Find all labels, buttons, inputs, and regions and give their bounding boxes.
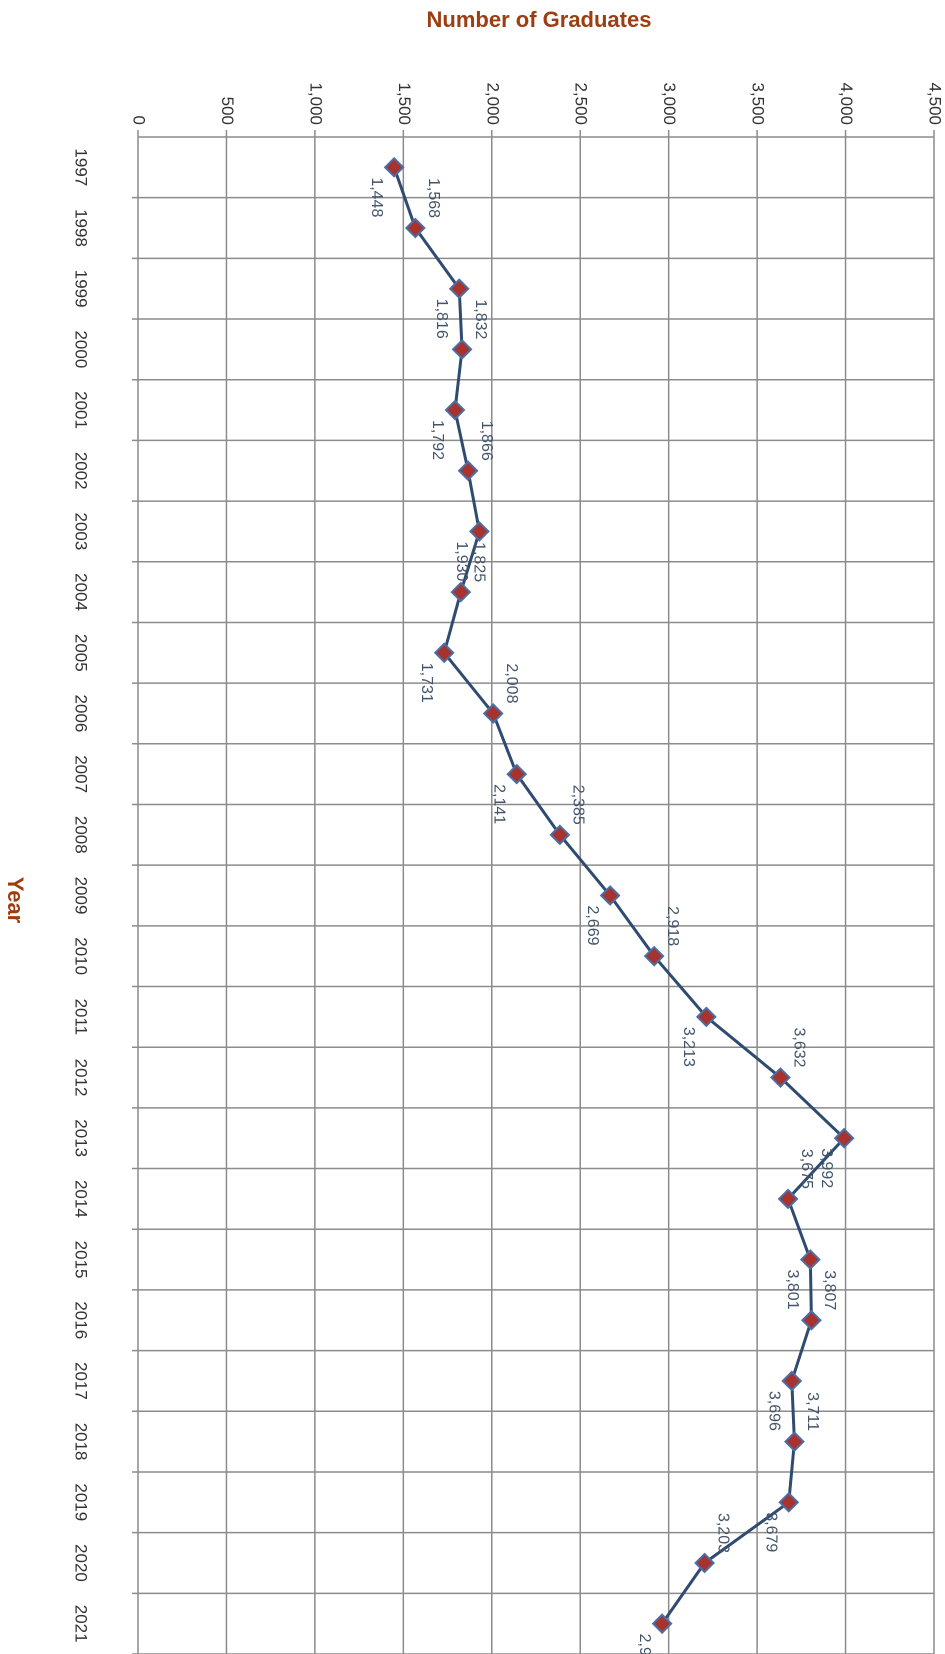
marker [451, 338, 473, 360]
x-tick-label: 500 [218, 97, 237, 125]
marker [549, 824, 571, 846]
y-axis-label: Year [3, 877, 28, 924]
chart-title: Number of Graduates [427, 7, 652, 32]
data-label: 3,711 [804, 1392, 821, 1431]
y-tick-label: 2015 [72, 1241, 91, 1279]
marker [833, 1127, 855, 1149]
y-tick-label: 2018 [72, 1423, 91, 1461]
data-label: 3,696 [766, 1391, 783, 1431]
x-tick-label: 3,500 [749, 82, 768, 125]
marker [781, 1370, 803, 1392]
marker [450, 581, 472, 603]
data-label: 1,792 [429, 420, 446, 460]
y-tick-label: 2004 [72, 573, 91, 611]
y-tick-label: 2000 [72, 330, 91, 368]
y-tick-label: 2007 [72, 755, 91, 793]
y-tick-label: 2002 [72, 452, 91, 490]
marker [506, 763, 528, 785]
data-label: 2,141 [490, 784, 507, 824]
marker [383, 156, 405, 178]
marker [799, 1249, 821, 1270]
y-tick-label: 2001 [72, 391, 91, 429]
y-tick-label: 1999 [72, 270, 91, 308]
marker [444, 399, 466, 421]
data-label: 1,816 [433, 299, 450, 339]
y-tick-label: 2005 [72, 634, 91, 672]
marker [448, 278, 470, 300]
y-tick-label: 1997 [72, 148, 91, 186]
data-label: 3,632 [790, 1028, 807, 1068]
data-label: 2,008 [503, 663, 520, 703]
y-tick-label: 2020 [72, 1544, 91, 1582]
marker [784, 1431, 805, 1453]
data-label: 1,568 [425, 178, 442, 218]
data-label: 2,385 [570, 785, 587, 825]
marker [433, 642, 455, 664]
y-tick-label: 2014 [72, 1180, 91, 1218]
data-label: 2,918 [664, 906, 681, 946]
marker [695, 1006, 717, 1028]
y-tick-label: 1998 [72, 209, 91, 247]
y-tick-label: 2010 [72, 937, 91, 975]
data-label: 3,807 [821, 1270, 838, 1310]
data-label: 3,679 [763, 1512, 780, 1552]
marker [404, 217, 426, 239]
marker [457, 460, 479, 482]
data-label: 3,992 [818, 1148, 835, 1188]
marker [777, 1188, 799, 1210]
marker [651, 1613, 673, 1635]
marker [482, 703, 504, 724]
x-tick-label: 2,500 [572, 82, 591, 125]
y-tick-label: 2006 [72, 695, 91, 733]
data-label: 3,213 [680, 1027, 697, 1067]
y-tick-label: 2017 [72, 1362, 91, 1400]
data-label: 1,825 [471, 542, 488, 582]
data-label: 1,448 [368, 177, 385, 217]
x-tick-label: 1,000 [306, 82, 325, 125]
marker [801, 1309, 822, 1331]
data-label: 1,930 [453, 541, 470, 581]
marker [778, 1491, 800, 1513]
data-label: 3,675 [798, 1149, 815, 1189]
y-tick-label: 2003 [72, 513, 91, 551]
marker [643, 945, 665, 967]
y-tick-label: 2016 [72, 1301, 91, 1339]
x-tick-label: 4,500 [926, 82, 945, 125]
x-tick-label: 1,500 [395, 82, 414, 125]
data-label: 2,669 [584, 905, 601, 945]
marker [599, 885, 621, 906]
marker [468, 521, 490, 542]
x-tick-label: 4,000 [837, 82, 856, 125]
data-label: 3,801 [784, 1270, 801, 1310]
x-tick-label: 2,000 [483, 82, 502, 125]
x-tick-label: 3,000 [660, 82, 679, 125]
y-tick-label: 2013 [72, 1119, 91, 1157]
marker [770, 1067, 791, 1088]
y-tick-label: 2008 [72, 816, 91, 854]
marker [694, 1552, 715, 1574]
data-label: 1,866 [478, 421, 495, 461]
data-label: 1,731 [418, 663, 435, 703]
x-tick-label: 0 [130, 116, 149, 125]
data-label: 2,963 [636, 1634, 653, 1654]
y-tick-label: 2012 [72, 1059, 91, 1097]
y-tick-label: 2019 [72, 1483, 91, 1521]
y-tick-label: 2009 [72, 877, 91, 915]
y-tick-label: 2011 [72, 999, 91, 1036]
y-tick-label: 2021 [72, 1605, 91, 1643]
data-label: 1,832 [472, 299, 489, 339]
data-label: 3,203 [714, 1513, 731, 1553]
